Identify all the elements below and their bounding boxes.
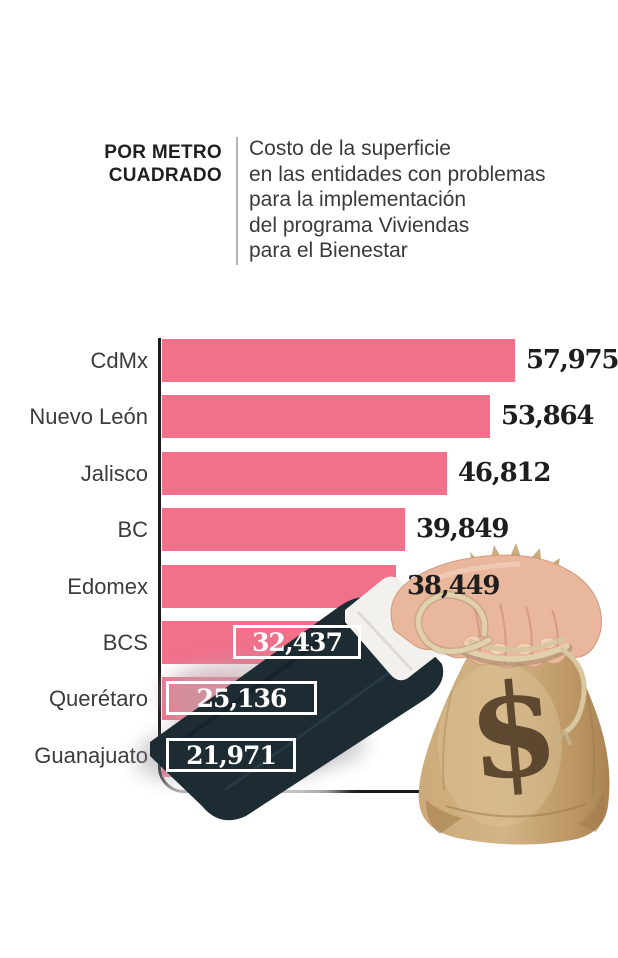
description-line: en las entidades con problemas xyxy=(249,162,546,186)
category-label: Querétaro xyxy=(48,686,148,711)
description-line: para el Bienestar xyxy=(249,239,408,263)
value-label-boxed: 25,136 xyxy=(166,681,317,715)
description-line: para la implementación xyxy=(249,188,467,212)
description-line: del programa Viviendas xyxy=(249,213,470,237)
bar xyxy=(162,339,515,382)
bar xyxy=(162,508,405,551)
chart-description: Costo de la superficie en las entidades … xyxy=(249,136,546,264)
axis-line xyxy=(158,338,561,793)
kicker-line-1: POR METRO xyxy=(104,142,222,163)
category-label: Guanajuato xyxy=(34,743,148,768)
value-label: 38,449 xyxy=(407,571,501,601)
bag-body xyxy=(418,644,610,845)
kicker: POR METRO CUADRADO xyxy=(38,141,222,187)
category-label: BC xyxy=(117,517,148,542)
category-label: Jalisco xyxy=(80,461,148,486)
description-line: Costo de la superficie xyxy=(249,137,451,160)
rope-image xyxy=(414,590,587,746)
category-label: BCS xyxy=(102,630,148,655)
kicker-line-2: CUADRADO xyxy=(108,165,222,186)
value-label-boxed: 21,971 xyxy=(166,738,296,772)
dollar-sign-icon: $ xyxy=(462,653,564,810)
category-label: CdMx xyxy=(90,348,148,373)
value-label-boxed: 32,437 xyxy=(233,625,361,659)
value-label: 53,864 xyxy=(501,401,595,431)
bar xyxy=(162,452,447,495)
bar xyxy=(162,395,490,438)
category-label: Edomex xyxy=(67,574,148,599)
value-label: 57,975 xyxy=(526,345,618,375)
value-label: 46,812 xyxy=(458,458,552,488)
category-label: Nuevo León xyxy=(29,404,148,429)
value-label: 39,849 xyxy=(416,514,510,544)
header-divider xyxy=(236,137,238,265)
